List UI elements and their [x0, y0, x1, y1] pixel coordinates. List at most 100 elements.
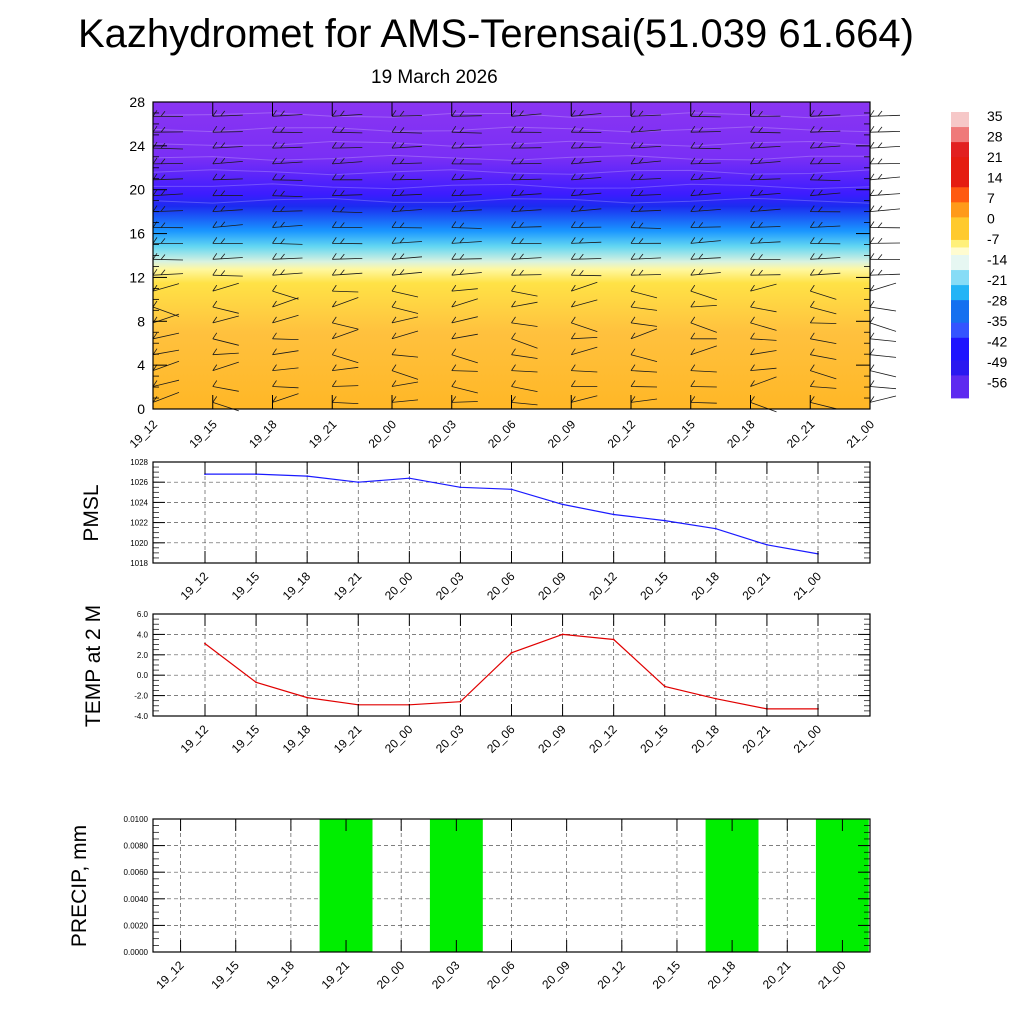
wind-barb	[451, 205, 482, 212]
colorbar-segment	[951, 367, 969, 376]
wind-barb	[630, 316, 658, 327]
contour-line	[152, 140, 871, 147]
wind-barb	[511, 268, 542, 276]
wind-barb	[570, 299, 598, 308]
wind-barb	[809, 316, 837, 324]
wind-barb	[331, 141, 363, 149]
wind-barb	[451, 284, 478, 292]
wind-barb	[451, 298, 478, 308]
temp2m-point	[663, 685, 666, 688]
wind-barb	[272, 253, 303, 260]
wind-barb	[809, 125, 841, 133]
wind-barb	[690, 141, 721, 150]
colorbar-segment	[951, 352, 969, 361]
wind-barb	[331, 380, 359, 387]
wind-barb	[331, 348, 359, 364]
wind-barb	[570, 173, 602, 181]
y-tick-label: 4	[137, 357, 145, 373]
x-tick-label: 19_21	[331, 722, 365, 756]
wind-barb	[331, 110, 363, 117]
wind-barb	[451, 332, 478, 340]
colorbar-segment	[951, 232, 969, 241]
wind-barb	[331, 205, 363, 213]
colorbar-segment	[951, 262, 969, 271]
wind-barb	[391, 348, 419, 358]
y-tick-label: -2.0	[134, 692, 148, 701]
x-tick-label: 19_12	[178, 569, 212, 603]
y-tick-label: 0.0020	[124, 921, 149, 930]
wind-barb	[690, 189, 721, 197]
wind-barb	[451, 364, 478, 372]
wind-barb	[391, 268, 423, 276]
pmsl-point	[408, 477, 411, 480]
y-tick-label: 20	[129, 182, 145, 198]
x-tick-label: 20_06	[484, 722, 518, 756]
wind-barb	[391, 189, 423, 197]
x-tick-label: 20_21	[740, 722, 774, 756]
wind-barb	[212, 332, 239, 346]
wind-barb	[212, 380, 239, 392]
y-tick-label: 8	[137, 313, 145, 329]
wind-barb	[570, 395, 598, 403]
wind-barb	[630, 141, 662, 149]
y-tick-label: 0.0060	[124, 868, 149, 877]
wind-barb	[570, 268, 602, 277]
wind-barb	[690, 364, 717, 373]
colorbar-segment	[951, 209, 969, 218]
y-tick-label: 0.0100	[124, 815, 149, 824]
temp2m-point	[204, 642, 206, 645]
colorbar-label: 7	[987, 190, 995, 206]
wind-barb	[630, 364, 658, 373]
wind-barb	[750, 110, 781, 117]
y-tick-label: 4.0	[137, 630, 149, 639]
wind-barb	[630, 268, 662, 276]
wind-barb	[451, 253, 482, 260]
wind-barb	[690, 237, 721, 244]
wind-barb	[570, 316, 598, 332]
wind-barb	[690, 157, 721, 165]
colorbar-segment	[951, 337, 969, 346]
colorbar-segment	[951, 142, 969, 151]
wind-barb	[331, 329, 359, 340]
colorbar-label: -49	[987, 354, 1007, 370]
colorbar-segment	[951, 247, 969, 256]
colorbar-segment	[951, 360, 969, 369]
temp2m-point	[561, 633, 564, 636]
wind-barb	[272, 141, 303, 149]
x-tick-label: 20_12	[586, 569, 620, 603]
wind-barb	[152, 125, 184, 133]
y-tick-label: 6.0	[137, 610, 149, 619]
colorbar-segment	[951, 217, 969, 226]
wind-barb	[212, 221, 243, 228]
wind-barb	[391, 110, 423, 117]
x-tick-label: 20_18	[688, 569, 722, 603]
x-tick-label: 20_15	[637, 722, 671, 756]
wind-barb	[690, 316, 717, 333]
wind-barb	[690, 300, 717, 308]
wind-barb	[869, 173, 901, 181]
wind-barb	[212, 141, 243, 149]
wind-barb	[391, 221, 423, 229]
x-tick-label: 19_15	[208, 958, 242, 992]
x-tick-label: 20_15	[664, 417, 698, 451]
x-tick-label: 20_03	[433, 569, 467, 603]
wind-barb	[212, 268, 243, 277]
wind-barb	[869, 268, 901, 276]
x-tick-label: 20_12	[605, 417, 639, 451]
x-tick-label: 20_00	[366, 417, 400, 451]
x-tick-label: 20_18	[688, 722, 722, 756]
wind-barb	[331, 221, 363, 228]
x-tick-label: 20_03	[433, 722, 467, 756]
colorbar-segment	[951, 127, 969, 135]
wind-barb	[152, 189, 184, 197]
precip-bar	[429, 819, 483, 952]
x-tick-label: 21_00	[844, 417, 878, 451]
x-tick-label: 20_21	[760, 958, 794, 992]
wind-barb	[750, 316, 777, 331]
wind-barb	[750, 268, 781, 276]
wind-barb	[570, 141, 602, 149]
precip-bar	[705, 819, 759, 952]
x-tick-label: 19_21	[306, 417, 340, 451]
wind-barb	[809, 173, 841, 181]
wind-barb	[212, 282, 239, 292]
